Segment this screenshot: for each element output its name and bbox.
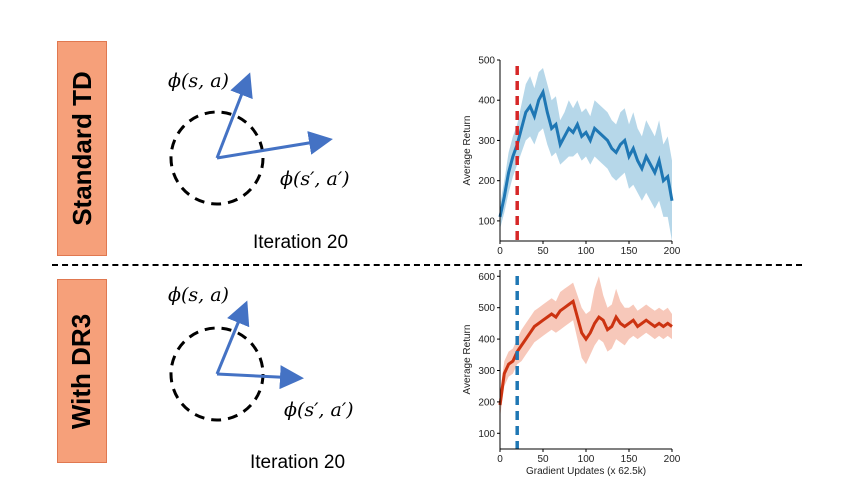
chart-top-y-tick-label: 200 xyxy=(478,176,495,187)
chart-bottom-y-tick-label: 600 xyxy=(478,272,495,283)
chart-top-x-tick-label: 150 xyxy=(621,246,638,257)
phi-next-label-top: ϕ(s′, a′) xyxy=(280,168,350,190)
chart-top-y-tick-label: 300 xyxy=(478,136,495,147)
chart-bottom-y-axis-label: Average Return xyxy=(462,325,473,395)
row-label-with-dr3: With DR3 xyxy=(57,279,107,463)
vector-phi-next-bottom xyxy=(216,365,304,390)
chart-top-confidence-band xyxy=(500,68,672,241)
iteration-label-bottom: Iteration 20 xyxy=(250,452,346,473)
chart-top-x-tick-label: 50 xyxy=(537,246,549,257)
chart-bottom-y-tick-label: 200 xyxy=(478,397,495,408)
iteration-label-top: Iteration 20 xyxy=(253,232,349,253)
chart-top-x-tick-label: 0 xyxy=(497,246,503,257)
chart-top-y-tick-label: 400 xyxy=(478,96,495,107)
chart-bottom-x-tick-label: 150 xyxy=(621,454,638,465)
chart-bottom-y-tick-label: 100 xyxy=(478,429,495,440)
unit-circle-top xyxy=(169,110,265,206)
chart-top-x-tick-label: 100 xyxy=(578,246,595,257)
chart-bottom-x-axis-label: Gradient Updates (x 62.5k) xyxy=(526,466,646,477)
phi-sa-label-bottom: ϕ(s, a) xyxy=(168,284,229,306)
chart-bottom-y-tick-label: 500 xyxy=(478,303,495,314)
vector-phi-sa-bottom xyxy=(215,300,250,375)
chart-bottom-mean-line xyxy=(498,298,673,406)
chart-bottom-y-tick-label: 300 xyxy=(478,366,495,377)
chart-bottom-y-tick-label: 400 xyxy=(478,335,495,346)
vector-phi-sa-top xyxy=(215,72,253,159)
vector-phi-next-top xyxy=(216,131,333,160)
chart-top-y-tick-label: 500 xyxy=(478,56,495,67)
chart-top-x-tick-label: 200 xyxy=(664,246,681,257)
phi-sa-label-top: ϕ(s, a) xyxy=(168,70,229,92)
chart-bottom-x-tick-label: 100 xyxy=(578,454,595,465)
chart-bottom-x-tick-label: 50 xyxy=(537,454,549,465)
row-divider xyxy=(52,264,802,266)
chart-top-y-axis-label: Average Return xyxy=(462,116,473,186)
chart-top-mean-line xyxy=(498,87,674,218)
unit-circle-bottom xyxy=(169,326,265,422)
phi-next-label-bottom: ϕ(s′, a′) xyxy=(284,399,354,421)
chart-bottom-x-tick-label: 200 xyxy=(664,454,681,465)
row-label-standard-td: Standard TD xyxy=(57,41,107,256)
chart-bottom-x-tick-label: 0 xyxy=(497,454,503,465)
chart-bottom-confidence-band xyxy=(500,276,672,418)
chart-top-y-tick-label: 100 xyxy=(478,216,495,227)
